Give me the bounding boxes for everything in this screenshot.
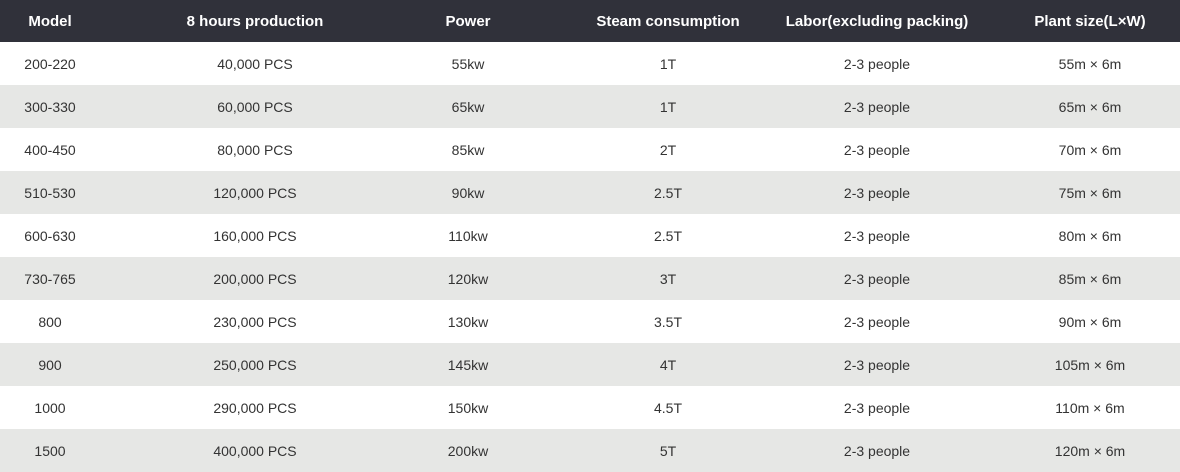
table-cell: 150kw xyxy=(447,399,489,416)
table-cell: 3T xyxy=(659,270,677,287)
table-cell: 65kw xyxy=(451,98,485,115)
table-cell: 105m × 6m xyxy=(1054,356,1126,373)
table-row: 510-530 120,000 PCS 90kw 2.5T 2-3 people 75m … xyxy=(0,171,1180,214)
table-cell: 40,000 PCS xyxy=(217,55,293,72)
table-cell: 400,000 PCS xyxy=(213,442,297,459)
table-cell: 600-630 xyxy=(24,227,76,244)
table-cell: 160,000 PCS xyxy=(213,227,297,244)
table-cell: 90m × 6m xyxy=(1058,313,1122,330)
table-cell: 300-330 xyxy=(24,98,76,115)
table-cell: 55m × 6m xyxy=(1058,55,1122,72)
table-cell: 510-530 xyxy=(24,184,76,201)
table-cell: 200,000 PCS xyxy=(213,270,297,287)
table-cell: 1T xyxy=(659,98,677,115)
table-cell: 80m × 6m xyxy=(1058,227,1122,244)
header-row: Model 8 hours production Power Steam consum… xyxy=(0,0,1180,42)
table-cell: 120kw xyxy=(447,270,489,287)
header-cell: Labor(excluding packing) xyxy=(785,12,969,30)
table-cell: 730-765 xyxy=(24,270,76,287)
table-cell: 145kw xyxy=(447,356,489,373)
table-cell: 1500 xyxy=(34,442,66,459)
table-cell: 85kw xyxy=(451,141,485,158)
table-cell: 900 xyxy=(38,356,62,373)
table-cell: 85m × 6m xyxy=(1058,270,1122,287)
table-row: 600-630 160,000 PCS 110kw 2.5T 2-3 people 80m… xyxy=(0,214,1180,257)
header-cell: Steam consumption xyxy=(596,12,740,30)
table-cell: 120,000 PCS xyxy=(213,184,297,201)
header-cell: Power xyxy=(445,12,491,30)
table-row: 1500 400,000 PCS 200kw 5T 2-3 people 120m × 6… xyxy=(0,429,1180,472)
table-cell: 2-3 people xyxy=(843,227,911,244)
table-cell: 2.5T xyxy=(653,227,683,244)
table-cell: 2-3 people xyxy=(843,270,911,287)
table-row: 400-450 80,000 PCS 85kw 2T 2-3 people 70m × 6… xyxy=(0,128,1180,171)
table-cell: 250,000 PCS xyxy=(213,356,297,373)
table-cell: 2.5T xyxy=(653,184,683,201)
table-cell: 130kw xyxy=(447,313,489,330)
table-cell: 80,000 PCS xyxy=(217,141,293,158)
header-cell: Model xyxy=(28,12,72,30)
table-cell: 800 xyxy=(38,313,62,330)
table-cell: 55kw xyxy=(451,55,485,72)
table-cell: 65m × 6m xyxy=(1058,98,1122,115)
table-cell: 70m × 6m xyxy=(1058,141,1122,158)
table-cell: 3.5T xyxy=(653,313,683,330)
table-row: 900 250,000 PCS 145kw 4T 2-3 people 105m × 6m xyxy=(0,343,1180,386)
table-cell: 290,000 PCS xyxy=(213,399,297,416)
table-cell: 2-3 people xyxy=(843,55,911,72)
table-cell: 1T xyxy=(659,55,677,72)
header-cell: 8 hours production xyxy=(186,12,324,30)
table-cell: 1000 xyxy=(34,399,66,416)
table-cell: 4.5T xyxy=(653,399,683,416)
table-cell: 110kw xyxy=(448,227,488,244)
table-cell: 4T xyxy=(659,356,677,373)
table-cell: 2-3 people xyxy=(843,184,911,201)
table-row: 800 230,000 PCS 130kw 3.5T 2-3 people 90m × 6… xyxy=(0,300,1180,343)
header-cell: Plant size(L×W) xyxy=(1034,12,1146,30)
table-cell: 2-3 people xyxy=(843,313,911,330)
table-cell: 2T xyxy=(659,141,677,158)
table-cell: 200kw xyxy=(447,442,489,459)
table-row: 1000 290,000 PCS 150kw 4.5T 2-3 people 110m ×… xyxy=(0,386,1180,429)
table-cell: 120m × 6m xyxy=(1054,442,1126,459)
table-cell: 400-450 xyxy=(24,141,76,158)
table-cell: 60,000 PCS xyxy=(217,98,293,115)
table-cell: 110m × 6m xyxy=(1055,399,1125,416)
table-row: 300-330 60,000 PCS 65kw 1T 2-3 people 65m × 6… xyxy=(0,85,1180,128)
table-cell: 2-3 people xyxy=(843,442,911,459)
table-cell: 5T xyxy=(659,442,677,459)
table-row: 200-220 40,000 PCS 55kw 1T 2-3 people 55m × 6… xyxy=(0,42,1180,85)
table-cell: 200-220 xyxy=(24,55,76,72)
table-cell: 2-3 people xyxy=(843,356,911,373)
table-cell: 90kw xyxy=(451,184,485,201)
table-cell: 2-3 people xyxy=(843,399,911,416)
table-row: 730-765 200,000 PCS 120kw 3T 2-3 people 85m ×… xyxy=(0,257,1180,300)
table-cell: 2-3 people xyxy=(843,141,911,158)
table-cell: 2-3 people xyxy=(843,98,911,115)
table-cell: 230,000 PCS xyxy=(213,313,297,330)
table-cell: 75m × 6m xyxy=(1058,184,1122,201)
